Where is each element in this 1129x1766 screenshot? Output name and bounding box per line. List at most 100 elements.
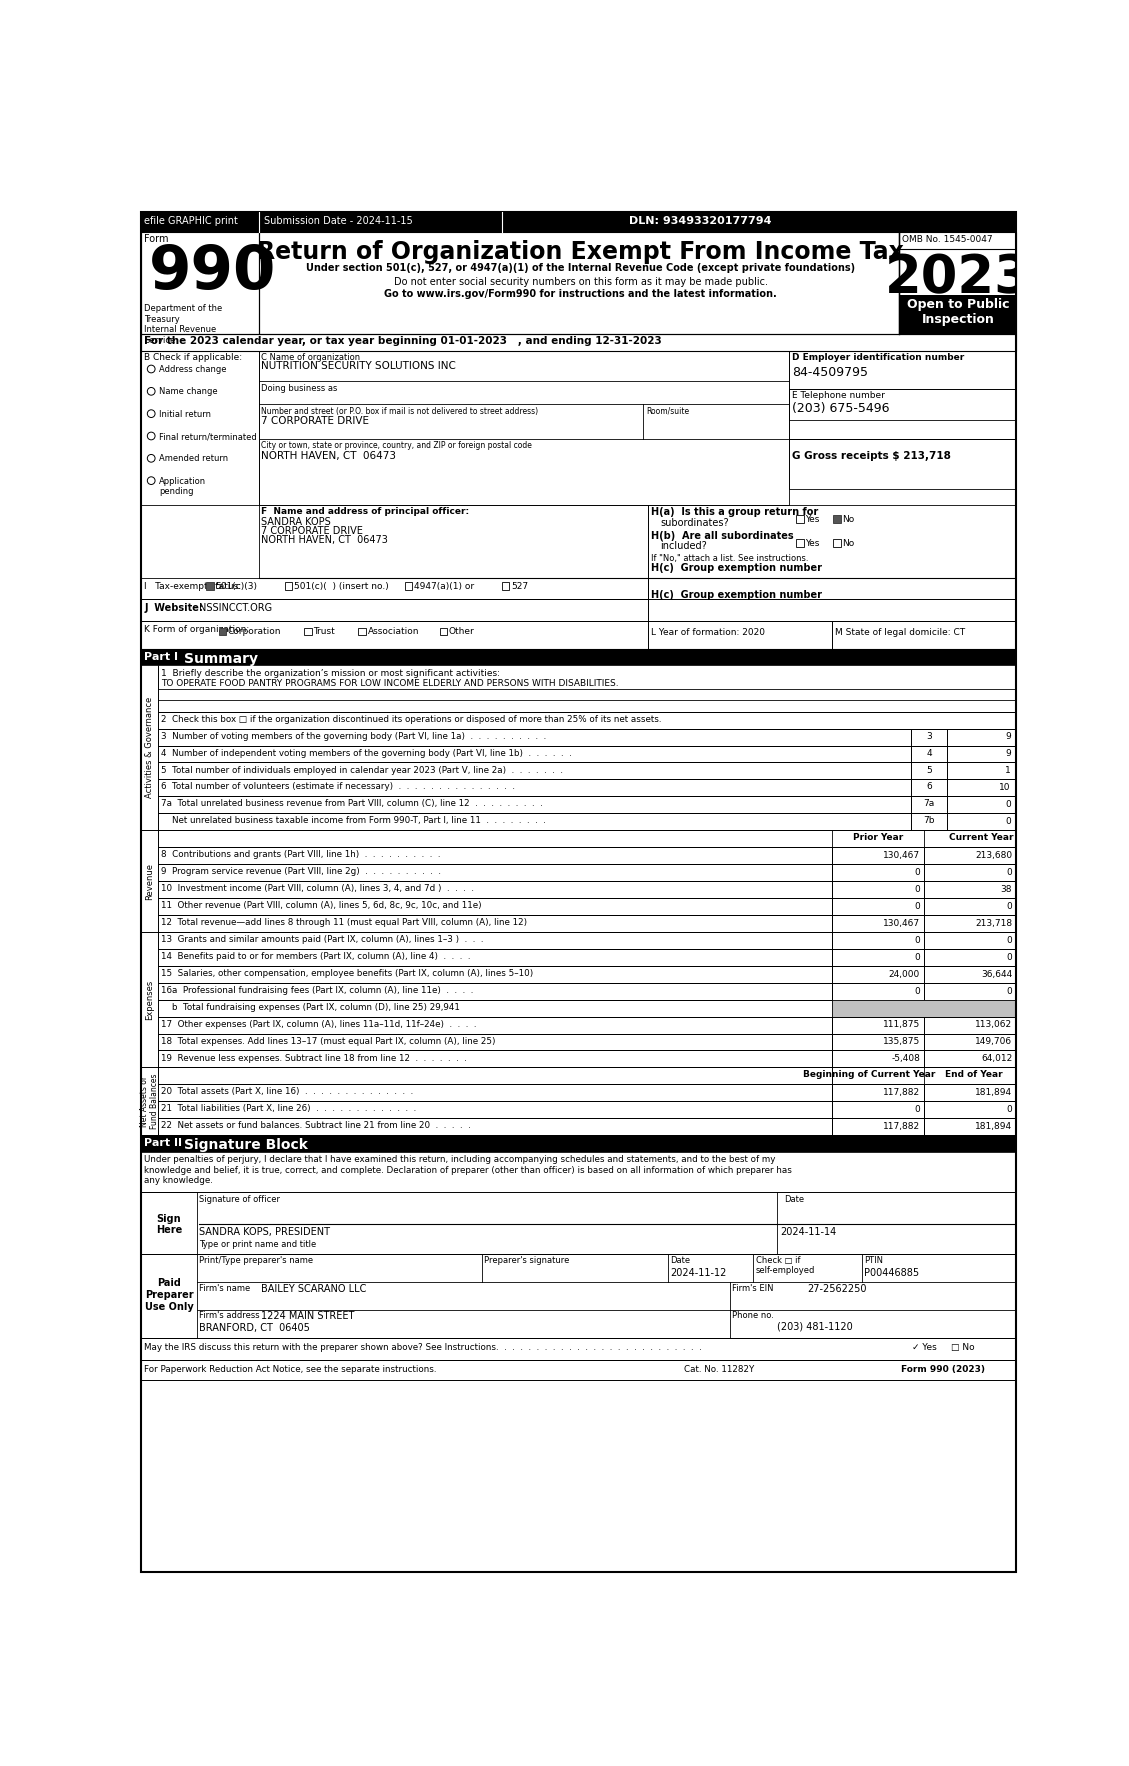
Text: No: No	[842, 539, 855, 547]
Text: 0: 0	[914, 885, 920, 894]
Text: Phone no.: Phone no.	[733, 1312, 774, 1321]
Text: 0: 0	[1006, 936, 1013, 945]
Bar	[259, 231, 899, 334]
Bar	[141, 830, 158, 932]
Text: C Name of organization: C Name of organization	[261, 353, 360, 362]
Text: Activities & Governance: Activities & Governance	[146, 698, 155, 798]
Bar	[285, 583, 292, 590]
Text: 4  Number of independent voting members of the governing body (Part VI, line 1b): 4 Number of independent voting members o…	[161, 749, 572, 758]
Text: 113,062: 113,062	[975, 1021, 1013, 1030]
Text: I   Tax-exempt status:: I Tax-exempt status:	[145, 581, 242, 590]
Text: 0: 0	[1006, 902, 1013, 911]
Text: Association: Association	[367, 627, 419, 636]
Bar	[832, 1102, 924, 1118]
Bar	[158, 1084, 832, 1102]
Bar	[158, 796, 911, 814]
Bar	[141, 666, 158, 830]
Bar	[924, 1051, 1016, 1067]
Bar	[947, 779, 1016, 796]
Text: Check □ if
self-employed: Check □ if self-employed	[755, 1256, 815, 1275]
Text: NORTH HAVEN, CT  06473: NORTH HAVEN, CT 06473	[261, 450, 396, 461]
Text: NUTRITION SECURITY SOLUTIONS INC: NUTRITION SECURITY SOLUTIONS INC	[261, 362, 456, 371]
Text: 0: 0	[914, 987, 920, 996]
Text: Firm's EIN: Firm's EIN	[733, 1284, 774, 1293]
Bar	[141, 350, 259, 505]
Bar	[789, 389, 1016, 440]
Text: Revenue: Revenue	[146, 862, 155, 899]
Text: 9: 9	[1005, 749, 1010, 758]
Bar	[947, 729, 1016, 745]
Text: included?: included?	[660, 542, 707, 551]
Text: M State of legal domicile: CT: M State of legal domicile: CT	[834, 629, 965, 638]
Text: D Employer identification number: D Employer identification number	[793, 353, 964, 362]
Text: b  Total fundraising expenses (Part IX, column (D), line 25) 29,941: b Total fundraising expenses (Part IX, c…	[161, 1003, 461, 1012]
Text: -5,408: -5,408	[891, 1054, 920, 1063]
Text: Go to www.irs.gov/Form990 for instructions and the latest information.: Go to www.irs.gov/Form990 for instructio…	[384, 290, 777, 298]
Text: E Telephone number: E Telephone number	[793, 392, 885, 401]
Bar	[832, 897, 924, 915]
Text: 8  Contributions and grants (Part VIII, line 1h)  .  .  .  .  .  .  .  .  .  .: 8 Contributions and grants (Part VIII, l…	[161, 849, 440, 860]
Bar	[158, 948, 832, 966]
Text: For Paperwork Reduction Act Notice, see the separate instructions.: For Paperwork Reduction Act Notice, see …	[145, 1365, 437, 1374]
Text: Beginning of Current Year: Beginning of Current Year	[804, 1070, 936, 1079]
Text: Date: Date	[785, 1196, 805, 1204]
Bar	[404, 583, 412, 590]
Bar	[899, 231, 1016, 334]
Text: Application
pending: Application pending	[159, 477, 207, 496]
Text: Expenses: Expenses	[146, 980, 155, 1019]
Bar	[924, 1084, 1016, 1102]
Bar	[899, 295, 1016, 334]
Text: Paid
Preparer
Use Only: Paid Preparer Use Only	[145, 1279, 193, 1312]
Text: Department of the
Treasury
Internal Revenue
Service: Department of the Treasury Internal Reve…	[145, 304, 222, 344]
Bar	[947, 745, 1016, 763]
Bar	[648, 622, 832, 648]
Text: 181,894: 181,894	[975, 1088, 1013, 1097]
Text: 18  Total expenses. Add lines 13–17 (must equal Part IX, column (A), line 25): 18 Total expenses. Add lines 13–17 (must…	[161, 1037, 496, 1045]
Text: No: No	[842, 516, 855, 525]
Bar	[141, 932, 158, 1067]
Text: 19  Revenue less expenses. Subtract line 18 from line 12  .  .  .  .  .  .  .: 19 Revenue less expenses. Subtract line …	[161, 1054, 467, 1063]
Text: TO OPERATE FOOD PANTRY PROGRAMS FOR LOW INCOME ELDERLY AND PERSONS WITH DISABILI: TO OPERATE FOOD PANTRY PROGRAMS FOR LOW …	[161, 678, 619, 687]
Text: Address change: Address change	[159, 366, 227, 374]
Bar	[832, 848, 924, 864]
Text: If "No," attach a list. See instructions.: If "No," attach a list. See instructions…	[651, 555, 808, 563]
Text: Signature Block: Signature Block	[184, 1139, 307, 1151]
Text: 6  Total number of volunteers (estimate if necessary)  .  .  .  .  .  .  .  .  .: 6 Total number of volunteers (estimate i…	[161, 782, 515, 791]
Text: City or town, state or province, country, and ZIP or foreign postal code: City or town, state or province, country…	[261, 442, 532, 450]
Text: ✓ Yes: ✓ Yes	[912, 1344, 937, 1353]
Text: 0: 0	[1006, 952, 1013, 962]
Text: H(c)  Group exemption number: H(c) Group exemption number	[651, 563, 822, 572]
Text: 15  Salaries, other compensation, employee benefits (Part IX, column (A), lines : 15 Salaries, other compensation, employe…	[161, 970, 534, 978]
Bar	[141, 1192, 196, 1254]
Bar	[648, 577, 1016, 622]
Bar	[141, 1360, 1016, 1379]
Bar	[832, 1033, 924, 1051]
Text: Other: Other	[449, 627, 474, 636]
Bar	[141, 1254, 196, 1339]
Bar	[358, 627, 366, 636]
Bar	[832, 1051, 924, 1067]
Bar	[911, 729, 947, 745]
Text: 10: 10	[999, 784, 1010, 793]
Text: 111,875: 111,875	[883, 1021, 920, 1030]
Text: Corporation: Corporation	[228, 627, 281, 636]
Text: 7a  Total unrelated business revenue from Part VIII, column (C), line 12  .  .  : 7a Total unrelated business revenue from…	[161, 800, 543, 809]
Text: Firm's address: Firm's address	[199, 1312, 260, 1321]
Bar	[141, 577, 648, 599]
Text: NORTH HAVEN, CT  06473: NORTH HAVEN, CT 06473	[261, 535, 388, 546]
Bar	[141, 212, 1016, 231]
Text: 3  Number of voting members of the governing body (Part VI, line 1a)  .  .  .  .: 3 Number of voting members of the govern…	[161, 731, 546, 740]
Text: Room/suite: Room/suite	[647, 406, 690, 415]
Bar	[158, 763, 911, 779]
Bar	[158, 814, 911, 830]
Text: Cat. No. 11282Y: Cat. No. 11282Y	[684, 1365, 754, 1374]
Bar	[141, 1254, 1016, 1339]
Text: (203) 675-5496: (203) 675-5496	[793, 403, 890, 415]
Text: □ No: □ No	[951, 1344, 974, 1353]
Text: 13  Grants and similar amounts paid (Part IX, column (A), lines 1–3 )  .  .  .: 13 Grants and similar amounts paid (Part…	[161, 934, 483, 945]
Text: 9: 9	[1005, 733, 1010, 742]
Bar	[158, 1000, 832, 1017]
Bar	[911, 796, 947, 814]
Bar	[141, 334, 1016, 350]
Bar	[501, 583, 509, 590]
